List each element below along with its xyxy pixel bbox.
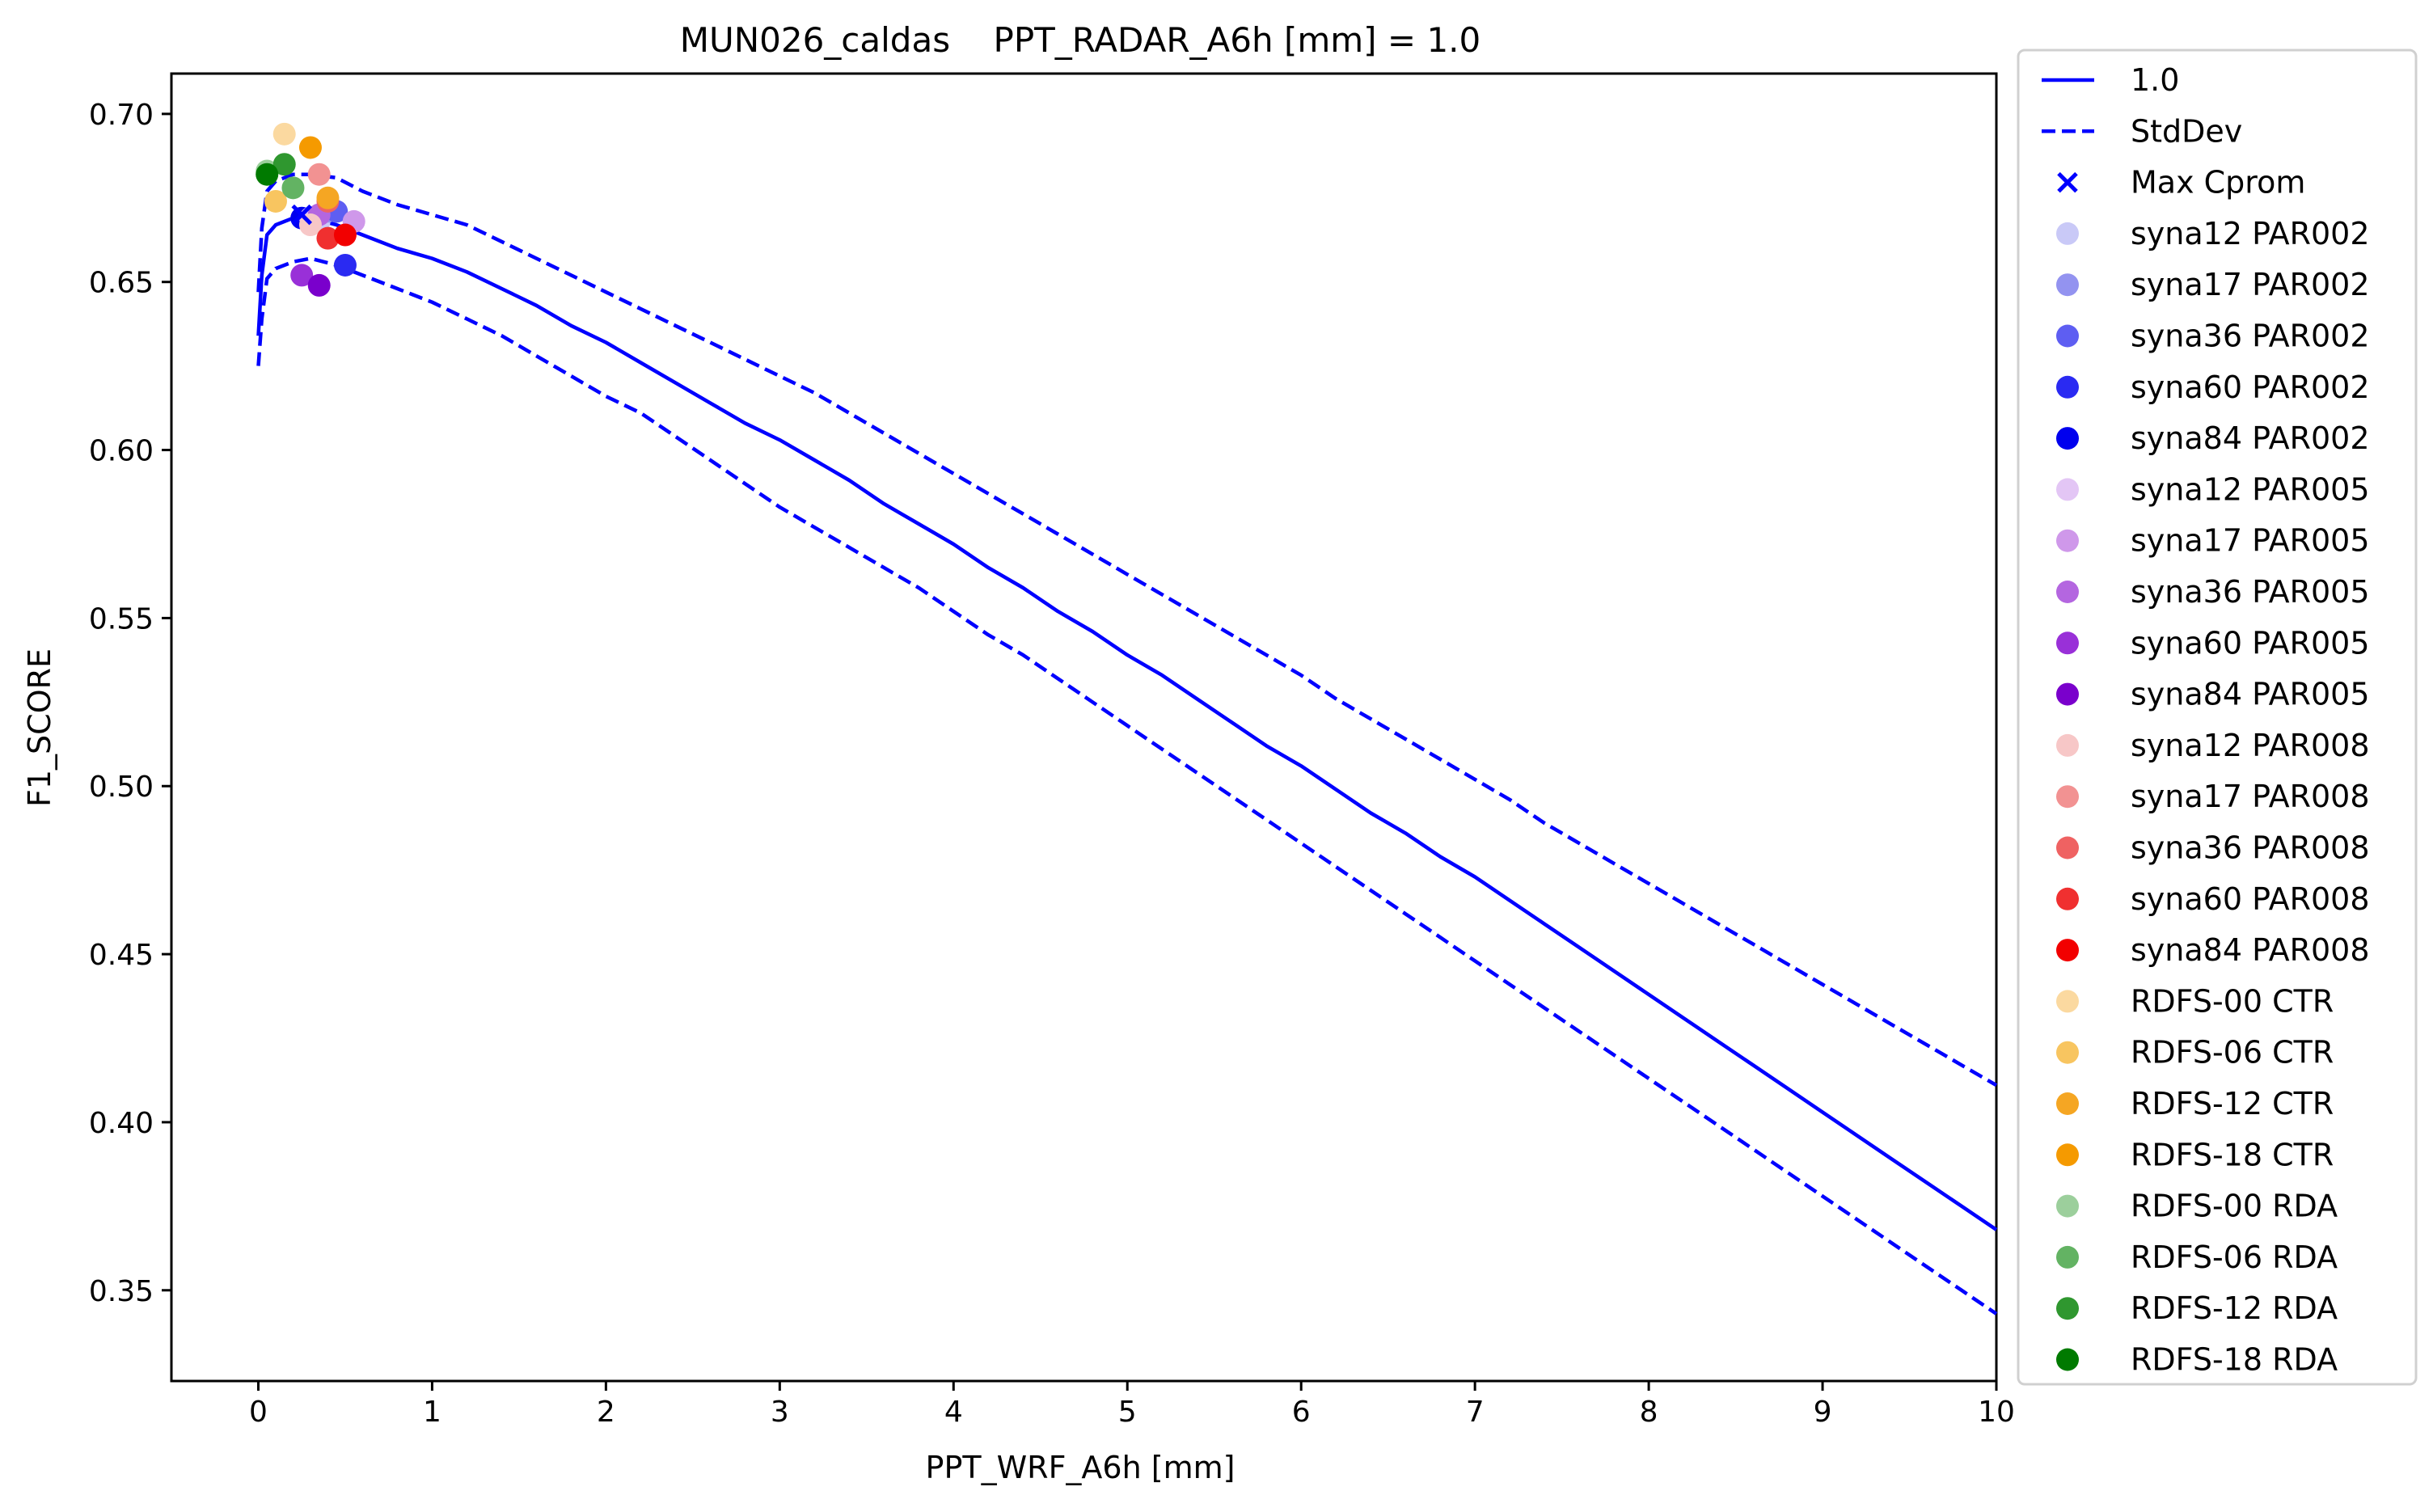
point-rdfs-18-rda — [256, 163, 279, 186]
legend-swatch-dot — [2056, 478, 2079, 501]
legend-swatch-dot — [2056, 581, 2079, 603]
legend-label: Max Cprom — [2131, 165, 2305, 201]
y-tick-label: 0.45 — [89, 939, 154, 972]
legend-swatch-dot — [2056, 682, 2079, 706]
legend-label: syna36 PAR005 — [2131, 574, 2370, 610]
legend-label: RDFS-18 CTR — [2131, 1137, 2334, 1172]
legend-swatch-dot — [2056, 222, 2079, 245]
legend-swatch-dot — [2056, 1297, 2079, 1320]
legend-items: 1.0 StdDev Max Cprom syna12 PAR002 syna17 PA… — [2042, 62, 2370, 1378]
legend-label: syna12 PAR008 — [2131, 728, 2370, 763]
y-tick-label: 0.65 — [89, 267, 154, 300]
legend-swatch-dot — [2056, 1194, 2079, 1218]
x-tick-label: 7 — [1466, 1396, 1485, 1429]
x-tick-label: 0 — [249, 1396, 268, 1429]
x-tick-label: 10 — [1978, 1396, 2015, 1429]
legend-label: syna17 PAR005 — [2131, 523, 2370, 559]
chart-title: MUN026_caldas PPT_RADAR_A6h [mm] = 1.0 — [680, 20, 1481, 60]
legend-swatch-dot — [2056, 887, 2079, 910]
legend-label: RDFS-00 RDA — [2131, 1189, 2338, 1224]
series-lines — [256, 172, 1998, 1316]
point-rdfs-00-ctr — [272, 122, 296, 146]
legend-swatch-dot — [2056, 1041, 2079, 1064]
y-tick-label: 0.50 — [89, 771, 154, 804]
x-tick-label: 1 — [423, 1396, 441, 1429]
legend-frame — [2017, 49, 2418, 1386]
x-tick-label: 3 — [771, 1396, 789, 1429]
legend-swatch-x — [2057, 171, 2078, 193]
legend-swatch-dot — [2056, 529, 2079, 552]
legend-label: syna84 PAR005 — [2131, 677, 2370, 712]
point-rdfs-12-ctr — [316, 186, 340, 209]
legend-label: syna12 PAR005 — [2131, 471, 2370, 507]
legend-swatch-dot — [2056, 836, 2079, 859]
legend-label: RDFS-12 RDA — [2131, 1290, 2338, 1326]
legend-label: RDFS-18 RDA — [2131, 1342, 2338, 1378]
legend-swatch-dot — [2056, 990, 2079, 1013]
point-rdfs-06-ctr — [264, 189, 287, 213]
legend-label: syna17 PAR002 — [2131, 267, 2370, 302]
legend-label: syna84 PAR008 — [2131, 932, 2370, 968]
legend-label: syna17 PAR008 — [2131, 779, 2370, 814]
y-tick-label: 0.35 — [89, 1275, 154, 1308]
legend-swatch-dot — [2056, 733, 2079, 757]
y-axis: 0.35 0.40 0.45 0.50 0.55 0.60 0.65 0.70 — [89, 99, 171, 1308]
y-axis-label: F1_SCORE — [22, 648, 57, 807]
point-syna84-par005 — [307, 273, 331, 297]
legend-swatch-dot — [2056, 1348, 2079, 1371]
x-tick-label: 2 — [597, 1396, 615, 1429]
legend-label: 1.0 — [2131, 62, 2179, 98]
y-tick-label: 0.40 — [89, 1107, 154, 1140]
legend: 1.0 StdDev Max Cprom syna12 PAR002 syna17 PA… — [2017, 49, 2418, 1386]
x-axis-label: PPT_WRF_A6h [mm] — [926, 1450, 1236, 1485]
legend-label: RDFS-06 CTR — [2131, 1035, 2334, 1071]
legend-swatch-dot — [2056, 375, 2079, 399]
legend-swatch-dot — [2056, 1245, 2079, 1269]
point-syna60-par002 — [333, 253, 357, 277]
legend-label: syna36 PAR002 — [2131, 319, 2370, 354]
point-syna17-par008 — [307, 163, 331, 186]
legend-swatch-dot — [2056, 324, 2079, 348]
x-tick-label: 5 — [1118, 1396, 1137, 1429]
stddev-line-2 — [256, 256, 1998, 1316]
point-syna60-par008 — [316, 226, 340, 250]
legend-swatch-dot — [2056, 427, 2079, 450]
stddev-line-1 — [256, 172, 1998, 1088]
legend-swatch-dot — [2056, 1143, 2079, 1167]
legend-label: StdDev — [2131, 113, 2242, 149]
legend-label: RDFS-06 RDA — [2131, 1240, 2338, 1275]
legend-swatch-dot — [2056, 939, 2079, 962]
scatter-points — [256, 122, 365, 297]
y-tick-label: 0.55 — [89, 602, 154, 636]
max-cprom-marker — [291, 204, 312, 226]
legend-swatch-dot — [2056, 273, 2079, 297]
y-tick-label: 0.60 — [89, 435, 154, 468]
legend-swatch-dot — [2056, 631, 2079, 655]
legend-label: syna60 PAR002 — [2131, 370, 2370, 405]
point-rdfs-12-rda — [272, 153, 296, 176]
y-tick-label: 0.70 — [89, 99, 154, 132]
x-tick-label: 9 — [1814, 1396, 1832, 1429]
mean-line — [256, 216, 1998, 1231]
point-rdfs-06-rda — [281, 176, 305, 200]
legend-label: syna60 PAR008 — [2131, 881, 2370, 917]
point-syna84-par008 — [333, 223, 357, 247]
legend-label: syna84 PAR002 — [2131, 420, 2370, 456]
point-rdfs-18-ctr — [298, 136, 322, 159]
x-tick-label: 8 — [1640, 1396, 1658, 1429]
legend-swatch-dot — [2056, 1092, 2079, 1115]
max-cprom-stroke — [291, 204, 312, 226]
legend-swatch-dot — [2056, 785, 2079, 809]
legend-label: syna36 PAR008 — [2131, 830, 2370, 866]
x-tick-label: 6 — [1292, 1396, 1311, 1429]
legend-label: RDFS-12 CTR — [2131, 1086, 2334, 1121]
legend-label: syna60 PAR005 — [2131, 625, 2370, 661]
x-tick-label: 4 — [944, 1396, 963, 1429]
plot-frame — [170, 72, 1998, 1383]
legend-label: RDFS-00 CTR — [2131, 983, 2334, 1019]
point-syna60-par005 — [290, 264, 314, 287]
x-axis: 0 1 2 3 4 5 6 7 8 9 10 — [249, 1381, 2015, 1429]
legend-label: syna12 PAR002 — [2131, 216, 2370, 251]
